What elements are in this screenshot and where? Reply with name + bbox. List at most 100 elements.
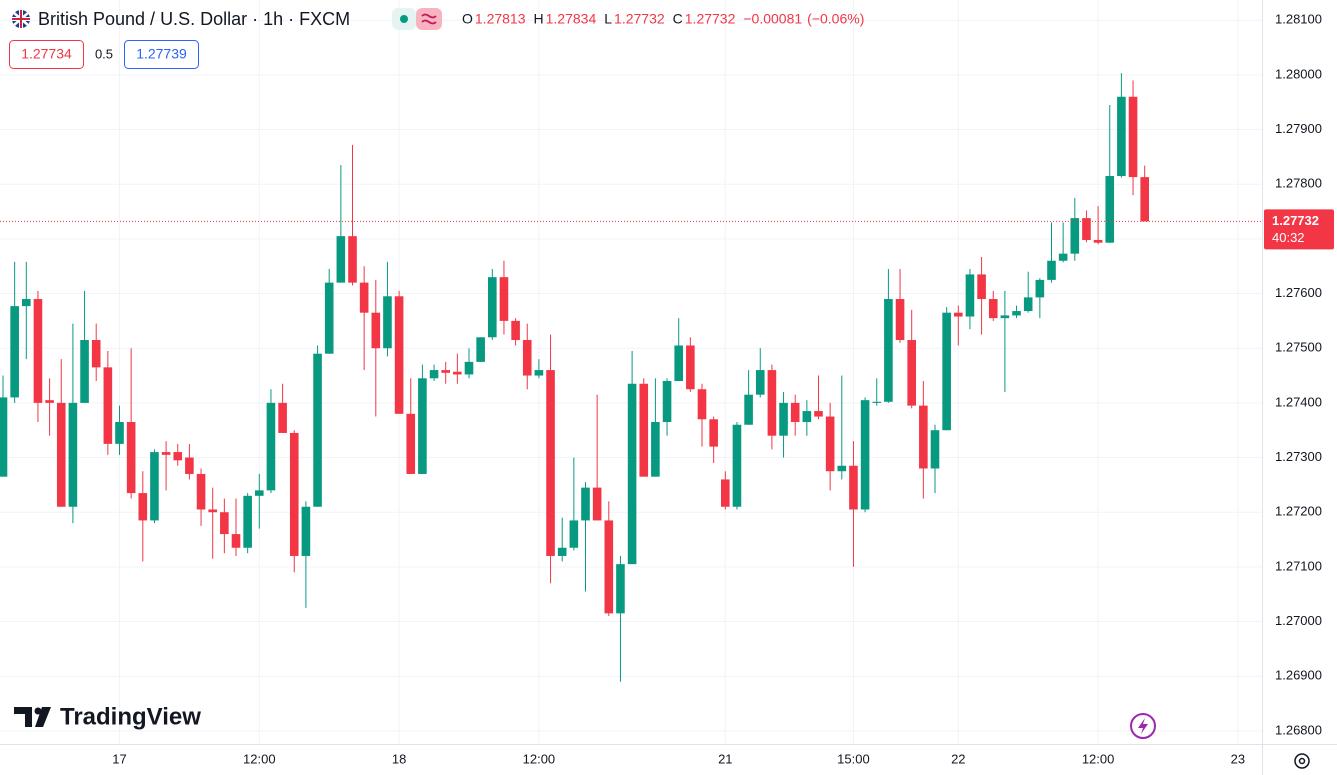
candle-body xyxy=(150,452,159,521)
candle-body xyxy=(954,312,963,317)
candle-body xyxy=(639,383,649,477)
x-tick-label: 21 xyxy=(718,751,732,766)
x-tick-label: 12:00 xyxy=(243,751,276,766)
candle-body xyxy=(569,520,579,548)
candle-body xyxy=(627,383,637,565)
y-tick-label: 1.27600 xyxy=(1275,285,1322,300)
market-status[interactable] xyxy=(392,8,442,30)
x-tick-label: 17 xyxy=(112,751,126,766)
lightning-button[interactable] xyxy=(1130,713,1156,739)
candle-body xyxy=(22,299,31,307)
candle-body xyxy=(10,306,19,398)
candle-body xyxy=(1000,315,1010,319)
candle-body xyxy=(1058,253,1068,261)
candle-body xyxy=(534,370,544,376)
logo-text: TradingView xyxy=(60,703,201,730)
candle-body xyxy=(289,432,299,556)
candle-body xyxy=(825,416,835,472)
candle-body xyxy=(511,320,520,341)
legend-change-percent: (−0.06%) xyxy=(807,11,864,27)
candle-body xyxy=(45,400,54,403)
candle-body xyxy=(476,337,485,362)
legend-value: 1.27834 xyxy=(546,11,597,27)
candle-body xyxy=(33,299,43,403)
candle-body xyxy=(68,402,78,507)
legend-key: O xyxy=(462,11,473,27)
candle-body xyxy=(1093,239,1103,243)
candle-body xyxy=(138,493,148,521)
x-tick-label: 12:00 xyxy=(1082,751,1115,766)
candle-body xyxy=(802,411,812,423)
x-tick-label: 15:00 xyxy=(837,751,870,766)
bid-price: 1.27734 xyxy=(21,46,72,62)
candle-body xyxy=(185,457,194,474)
countdown: 40:32 xyxy=(1272,230,1305,245)
candle-body xyxy=(1023,297,1033,312)
last-price-tag xyxy=(1264,209,1334,250)
candle-body xyxy=(790,402,800,423)
candle-body xyxy=(488,277,497,338)
bid-box[interactable]: 1.27734 xyxy=(9,40,84,69)
candle-body xyxy=(744,394,753,425)
legend-value: 1.27813 xyxy=(475,11,526,27)
candle-body xyxy=(1140,177,1149,222)
candle-body xyxy=(1082,218,1091,240)
symbol-title: British Pound / U.S. Dollar · 1h · FXCM xyxy=(38,9,350,29)
candle-body xyxy=(278,402,287,433)
legend-change: −0.00081 xyxy=(743,11,802,27)
y-tick-label: 1.28100 xyxy=(1275,12,1322,27)
settings-button[interactable] xyxy=(1294,753,1310,769)
ask-price: 1.27739 xyxy=(136,46,187,62)
candle-body xyxy=(196,473,206,510)
candle-body xyxy=(394,296,404,414)
candle-body xyxy=(418,378,427,474)
x-tick-label: 12:00 xyxy=(523,751,556,766)
candle-body xyxy=(814,411,823,417)
candle-body xyxy=(849,465,858,510)
candle-body xyxy=(161,452,171,455)
candle-body xyxy=(895,299,905,341)
legend-key: H xyxy=(534,11,544,27)
candle-body xyxy=(721,479,730,507)
candle-body xyxy=(837,465,847,472)
candle-body xyxy=(884,299,893,402)
candle-body xyxy=(709,419,718,447)
y-tick-label: 1.27100 xyxy=(1275,558,1322,573)
y-tick-label: 1.26800 xyxy=(1275,722,1322,737)
last-price-label: 1.27732 xyxy=(1272,213,1319,228)
candle-body xyxy=(860,400,870,510)
ask-box[interactable]: 1.27739 xyxy=(124,40,199,69)
candle-body xyxy=(115,422,124,444)
candle-body xyxy=(359,282,369,313)
candle-body xyxy=(697,389,707,420)
candle-body xyxy=(872,401,882,403)
candle-body xyxy=(930,430,940,469)
plot-area xyxy=(0,0,1262,744)
candle-body xyxy=(1128,96,1138,178)
legend-key: L xyxy=(604,11,612,27)
y-tick-label: 1.27300 xyxy=(1275,449,1322,464)
candle-body xyxy=(266,402,276,491)
y-tick-label: 1.27800 xyxy=(1275,176,1322,191)
y-tick-label: 1.27500 xyxy=(1275,340,1322,355)
candle-body xyxy=(406,413,416,474)
candle-body xyxy=(0,397,8,477)
candle-body xyxy=(429,370,439,379)
candle-body xyxy=(1035,279,1045,298)
spread: 0.5 xyxy=(95,46,113,61)
candle-body xyxy=(732,424,742,507)
candle-body xyxy=(988,299,998,319)
candle-body xyxy=(755,370,765,395)
candle-body xyxy=(243,495,252,548)
candle-body xyxy=(255,490,264,496)
candle-body xyxy=(522,340,532,376)
logo[interactable]: TradingView xyxy=(14,703,201,730)
candle-body xyxy=(686,345,695,390)
candle-body xyxy=(336,236,346,283)
candle-body xyxy=(80,340,89,403)
candle-body xyxy=(313,353,322,507)
x-tick-label: 23 xyxy=(1231,751,1245,766)
candle-body xyxy=(674,345,683,382)
candle-body xyxy=(546,370,555,556)
